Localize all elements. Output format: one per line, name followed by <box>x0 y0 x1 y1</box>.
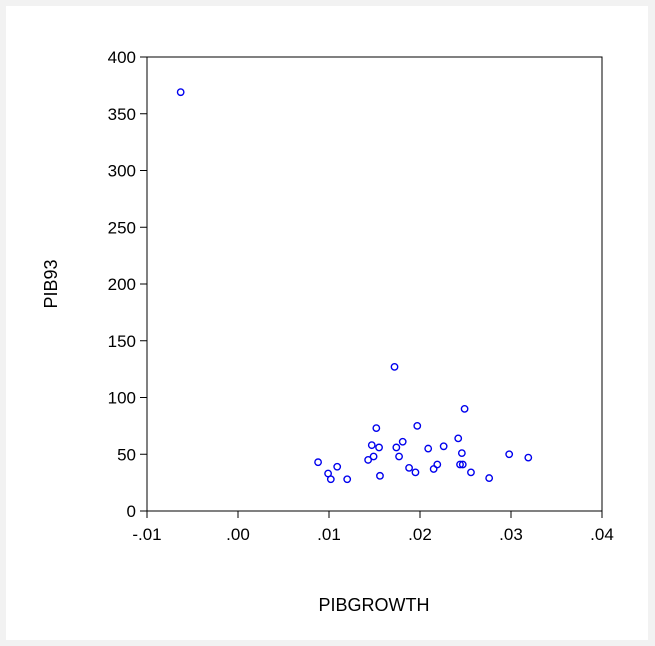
y-tick-label: 400 <box>108 48 136 67</box>
data-point <box>364 456 373 464</box>
y-tick-label: 300 <box>108 162 136 181</box>
x-axis-ticks: -.01 .00 .01 .02 .03 .04 <box>132 511 614 544</box>
data-point <box>314 458 322 467</box>
data-point <box>333 462 342 471</box>
data-point <box>411 468 420 477</box>
x-tick-label: .02 <box>408 525 432 544</box>
y-axis-title: PIB93 <box>41 259 61 308</box>
y-tick-label: 250 <box>108 218 136 237</box>
data-point <box>467 468 475 477</box>
y-tick-label: 150 <box>108 332 136 351</box>
y-tick-label: 50 <box>117 445 136 464</box>
data-point <box>176 88 185 97</box>
data-point <box>458 460 467 469</box>
x-tick-label: .00 <box>226 525 250 544</box>
y-tick-label: 100 <box>108 389 136 408</box>
y-tick-label: 200 <box>108 275 136 294</box>
data-point <box>454 434 463 443</box>
data-point <box>413 421 422 430</box>
data-point <box>460 404 469 413</box>
data-point <box>524 453 533 462</box>
data-point <box>456 460 464 469</box>
data-point <box>505 450 514 459</box>
data-point <box>392 443 401 452</box>
chart-frame: 0 50 100 150 200 250 300 350 400 -.01 .00 .01 .02 .0… <box>6 6 648 640</box>
data-point <box>405 463 413 472</box>
scatter-chart: 0 50 100 150 200 250 300 350 400 -.01 .00 .01 .02 .0… <box>41 48 614 615</box>
data-point <box>485 474 494 482</box>
data-point <box>367 441 376 450</box>
x-tick-label: .01 <box>317 525 341 544</box>
data-point <box>439 442 448 451</box>
plot-area-border <box>146 56 603 512</box>
y-tick-label: 0 <box>127 502 136 521</box>
data-point <box>398 437 407 446</box>
data-point <box>369 452 378 461</box>
data-point <box>424 444 433 453</box>
x-tick-label: -.01 <box>132 525 161 544</box>
data-points <box>176 88 533 484</box>
data-point <box>343 475 352 484</box>
x-axis-title: PIBGROWTH <box>319 595 430 615</box>
data-point <box>395 452 403 461</box>
data-point <box>375 443 383 452</box>
x-tick-label: .03 <box>499 525 523 544</box>
x-tick-label: .04 <box>590 525 614 544</box>
y-axis-ticks: 0 50 100 150 200 250 300 350 400 <box>108 48 147 521</box>
data-point <box>390 362 399 371</box>
y-tick-label: 350 <box>108 105 136 124</box>
data-point <box>376 471 384 480</box>
data-point <box>429 465 438 473</box>
data-point <box>457 449 466 458</box>
data-point <box>372 424 381 433</box>
data-point <box>326 475 335 484</box>
